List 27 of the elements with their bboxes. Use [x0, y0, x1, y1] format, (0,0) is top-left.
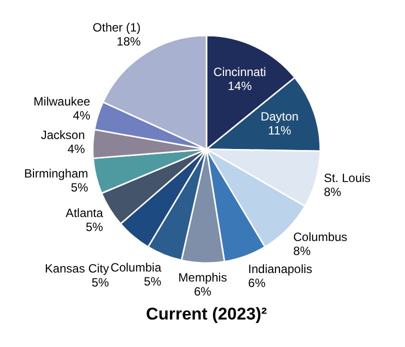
slice-label: Columbus [293, 230, 348, 244]
data-label: 6% [248, 276, 266, 290]
slice-label: St. Louis [324, 170, 371, 185]
slice-label: Other (1) [92, 20, 141, 34]
slice-label: Atlanta [66, 206, 104, 220]
data-label: 4% [72, 108, 91, 122]
data-label: 5% [92, 276, 110, 290]
slice-label: Columbia [110, 260, 162, 275]
slice-label: Memphis [178, 270, 227, 284]
data-label: 4% [68, 142, 86, 156]
slice-label: Birmingham [24, 166, 88, 181]
data-label: 5% [86, 220, 104, 234]
data-label: 18% [116, 34, 141, 48]
data-label: 11% [268, 123, 292, 138]
slice-label: Indianapolis [248, 262, 312, 276]
data-label: 5% [70, 180, 89, 195]
data-label: 5% [144, 274, 162, 289]
text: Current (2023)² [146, 304, 268, 324]
data-label: 8% [293, 244, 311, 258]
slice-label: Kansas City [44, 262, 109, 276]
data-label: 6% [194, 284, 212, 298]
slice-label: Cincinnati [213, 64, 266, 79]
data-label: 14% [228, 78, 252, 93]
slice-label: Milwaukee [34, 94, 91, 108]
slice-label: Dayton [260, 109, 299, 124]
data-label: 8% [324, 184, 342, 199]
slice-label: Jackson [40, 128, 85, 142]
